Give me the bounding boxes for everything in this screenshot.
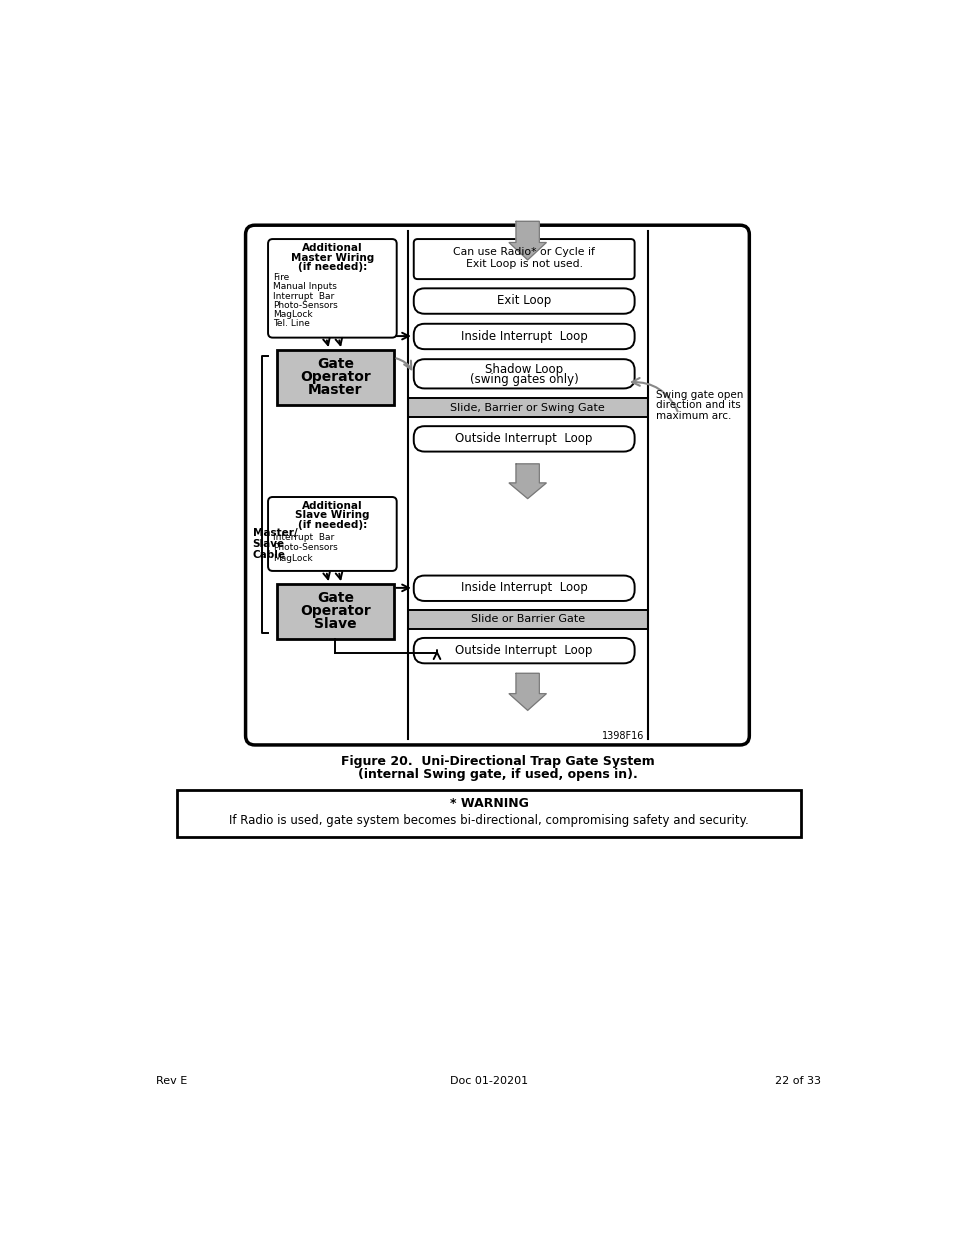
- Text: (internal Swing gate, if used, opens in).: (internal Swing gate, if used, opens in)…: [357, 768, 637, 781]
- Text: Can use Radio* or Cycle if: Can use Radio* or Cycle if: [453, 247, 595, 257]
- Text: Cable: Cable: [253, 550, 285, 559]
- Bar: [177, 789, 801, 837]
- Text: Manual Inputs: Manual Inputs: [273, 283, 336, 291]
- Text: Slave Wiring: Slave Wiring: [294, 510, 369, 520]
- FancyBboxPatch shape: [414, 324, 634, 350]
- Text: 22 of 33: 22 of 33: [775, 1077, 821, 1087]
- Text: Exit Loop: Exit Loop: [497, 294, 551, 308]
- FancyBboxPatch shape: [245, 225, 748, 745]
- Text: MagLock: MagLock: [273, 555, 312, 563]
- Text: Master: Master: [308, 383, 362, 396]
- Bar: [407, 399, 647, 417]
- Text: (swing gates only): (swing gates only): [469, 373, 578, 387]
- Text: Exit Loop is not used.: Exit Loop is not used.: [465, 259, 582, 269]
- Text: * WARNING: * WARNING: [450, 797, 528, 810]
- Text: (if needed):: (if needed):: [297, 262, 367, 272]
- Text: direction and its: direction and its: [655, 400, 740, 410]
- Bar: [277, 350, 394, 405]
- Text: Operator: Operator: [300, 370, 371, 384]
- Text: Additional: Additional: [302, 501, 362, 511]
- Text: Swing gate open: Swing gate open: [655, 389, 742, 400]
- Text: Operator: Operator: [300, 604, 371, 618]
- FancyBboxPatch shape: [268, 240, 396, 337]
- Text: (if needed):: (if needed):: [297, 520, 367, 530]
- FancyBboxPatch shape: [414, 359, 634, 389]
- Text: Outside Interrupt  Loop: Outside Interrupt Loop: [455, 643, 592, 657]
- Polygon shape: [509, 221, 546, 259]
- Text: MagLock: MagLock: [273, 310, 312, 319]
- Polygon shape: [509, 464, 546, 499]
- Text: If Radio is used, gate system becomes bi-directional, compromising safety and se: If Radio is used, gate system becomes bi…: [230, 814, 748, 827]
- Text: maximum arc.: maximum arc.: [655, 411, 730, 421]
- Text: Master Wiring: Master Wiring: [291, 252, 374, 263]
- FancyBboxPatch shape: [414, 288, 634, 314]
- Bar: [407, 610, 647, 629]
- Text: Shadow Loop: Shadow Loop: [485, 363, 562, 375]
- Text: Photo-Sensors: Photo-Sensors: [273, 301, 337, 310]
- Text: Master/: Master/: [253, 529, 297, 538]
- FancyBboxPatch shape: [414, 240, 634, 279]
- Text: Interrupt  Bar: Interrupt Bar: [273, 291, 334, 300]
- Text: Slave: Slave: [314, 618, 356, 631]
- Text: 1398F16: 1398F16: [601, 731, 643, 741]
- Text: Tel. Line: Tel. Line: [273, 320, 310, 329]
- Text: Slave: Slave: [253, 538, 284, 550]
- Text: Doc 01-20201: Doc 01-20201: [450, 1077, 527, 1087]
- FancyBboxPatch shape: [268, 496, 396, 571]
- Polygon shape: [509, 673, 546, 710]
- Text: Outside Interrupt  Loop: Outside Interrupt Loop: [455, 432, 592, 445]
- FancyBboxPatch shape: [414, 426, 634, 452]
- Text: Slide or Barrier Gate: Slide or Barrier Gate: [470, 615, 584, 625]
- Text: Photo-Sensors: Photo-Sensors: [273, 543, 337, 552]
- Bar: [277, 584, 394, 640]
- Text: Slide, Barrier or Swing Gate: Slide, Barrier or Swing Gate: [450, 403, 604, 412]
- Text: Inside Interrupt  Loop: Inside Interrupt Loop: [460, 330, 587, 342]
- FancyBboxPatch shape: [414, 638, 634, 663]
- Text: Figure 20.  Uni-Directional Trap Gate System: Figure 20. Uni-Directional Trap Gate Sys…: [340, 756, 654, 768]
- Text: Interrupt  Bar: Interrupt Bar: [273, 532, 334, 542]
- FancyBboxPatch shape: [414, 576, 634, 601]
- Text: Gate: Gate: [316, 590, 354, 605]
- Text: Gate: Gate: [316, 357, 354, 370]
- Text: Fire: Fire: [273, 273, 289, 282]
- Text: Additional: Additional: [302, 243, 362, 253]
- Text: Rev E: Rev E: [156, 1077, 188, 1087]
- Text: Inside Interrupt  Loop: Inside Interrupt Loop: [460, 582, 587, 594]
